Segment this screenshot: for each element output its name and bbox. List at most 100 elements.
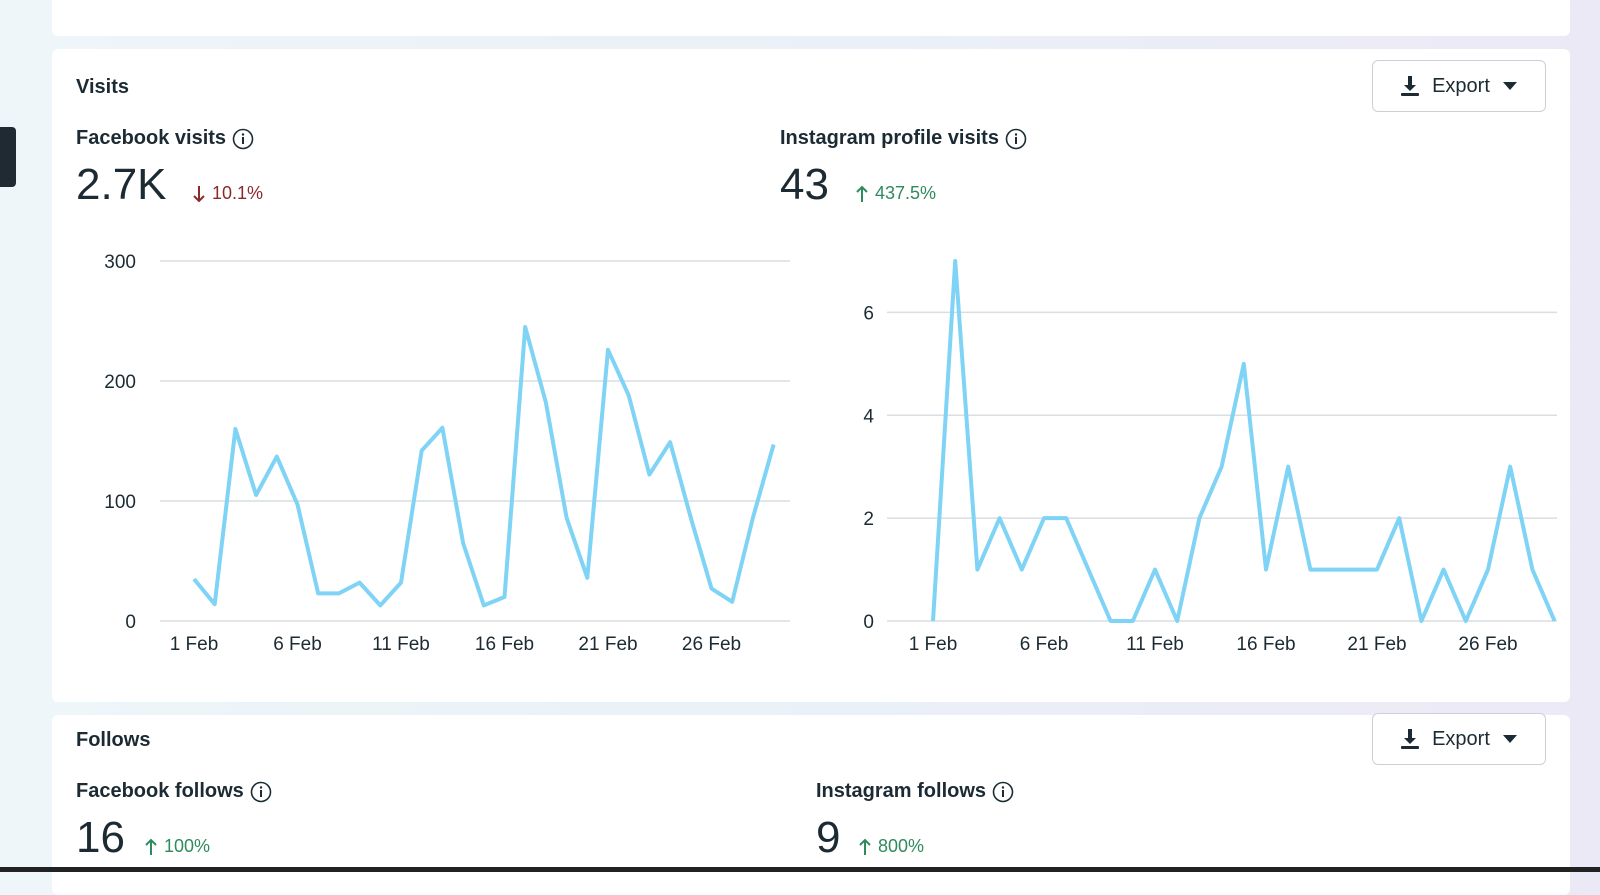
- data-point[interactable]: [312, 587, 324, 599]
- data-point[interactable]: [271, 451, 283, 463]
- x-tick-label: 16 Feb: [475, 634, 534, 655]
- data-point[interactable]: [1149, 564, 1161, 576]
- data-point[interactable]: [188, 573, 200, 585]
- data-point[interactable]: [1327, 564, 1339, 576]
- data-point[interactable]: [1438, 564, 1450, 576]
- data-point[interactable]: [1193, 512, 1205, 524]
- instagram-follows-delta: 800%: [858, 836, 924, 857]
- data-point[interactable]: [602, 344, 614, 356]
- data-point[interactable]: [354, 577, 366, 589]
- y-tick-label: 300: [104, 252, 136, 273]
- data-point[interactable]: [250, 489, 262, 501]
- data-point[interactable]: [1016, 564, 1028, 576]
- caret-down-icon: [1502, 82, 1517, 90]
- data-point[interactable]: [1260, 564, 1272, 576]
- data-point[interactable]: [1238, 358, 1250, 370]
- x-tick-label: 1 Feb: [909, 634, 958, 655]
- instagram-visits-chart: 0 2 4 6 1 Feb 6 Feb 11 Feb 16 Feb 21 Feb 26 Feb: [863, 255, 1561, 655]
- x-tick-label: 16 Feb: [1236, 634, 1295, 655]
- follows-card: Follows Export Facebook follows 16 100% …: [52, 713, 1570, 895]
- data-point[interactable]: [436, 422, 448, 434]
- data-point[interactable]: [1371, 564, 1383, 576]
- sidebar-collapse-tab[interactable]: [0, 127, 16, 187]
- visits-export-button[interactable]: Export: [1372, 60, 1546, 112]
- data-point[interactable]: [1127, 615, 1139, 627]
- data-point[interactable]: [747, 512, 759, 524]
- data-point[interactable]: [643, 469, 655, 481]
- instagram-follows-label-text: Instagram follows: [816, 780, 987, 802]
- data-point[interactable]: [726, 596, 738, 608]
- data-point[interactable]: [209, 598, 221, 610]
- follows-title: Follows: [76, 729, 151, 751]
- x-tick-label: 6 Feb: [273, 634, 322, 655]
- data-point[interactable]: [623, 389, 635, 401]
- data-point[interactable]: [457, 537, 469, 549]
- instagram-visits-label-text: Instagram profile visits: [780, 127, 999, 149]
- info-icon[interactable]: [250, 781, 272, 803]
- y-tick-label: 0: [863, 612, 874, 633]
- visits-title: Visits: [76, 76, 129, 98]
- info-icon[interactable]: [232, 128, 254, 150]
- x-tick-label: 21 Feb: [578, 634, 637, 655]
- data-point[interactable]: [1082, 564, 1094, 576]
- data-point[interactable]: [292, 499, 304, 511]
- data-point[interactable]: [478, 599, 490, 611]
- data-point[interactable]: [1304, 564, 1316, 576]
- data-point[interactable]: [1393, 512, 1405, 524]
- facebook-follows-label: Facebook follows: [76, 780, 272, 803]
- facebook-follows-value: 16: [76, 813, 125, 862]
- data-point[interactable]: [1060, 512, 1072, 524]
- data-point[interactable]: [1460, 615, 1472, 627]
- x-tick-label: 6 Feb: [1020, 634, 1069, 655]
- instagram-visits-delta: 437.5%: [855, 183, 936, 204]
- instagram-follows-delta-text: 800%: [878, 836, 925, 856]
- data-point[interactable]: [971, 564, 983, 576]
- info-icon[interactable]: [1005, 128, 1027, 150]
- data-point[interactable]: [229, 423, 241, 435]
- data-point[interactable]: [540, 397, 552, 409]
- data-point[interactable]: [1526, 564, 1538, 576]
- info-icon[interactable]: [992, 781, 1014, 803]
- data-point[interactable]: [416, 445, 428, 457]
- arrow-up-icon: [856, 185, 868, 202]
- data-point[interactable]: [706, 583, 718, 595]
- download-icon: [1401, 76, 1420, 96]
- data-point[interactable]: [561, 512, 573, 524]
- data-point[interactable]: [994, 512, 1006, 524]
- data-point[interactable]: [1171, 615, 1183, 627]
- data-point[interactable]: [1216, 461, 1228, 473]
- data-point[interactable]: [949, 255, 961, 267]
- data-point[interactable]: [1415, 615, 1427, 627]
- data-point[interactable]: [768, 439, 780, 451]
- data-point[interactable]: [395, 577, 407, 589]
- data-point[interactable]: [685, 512, 697, 524]
- x-tick-label: 21 Feb: [1347, 634, 1406, 655]
- data-point[interactable]: [664, 436, 676, 448]
- data-point[interactable]: [927, 615, 939, 627]
- data-point[interactable]: [1349, 564, 1361, 576]
- follows-export-label: Export: [1432, 727, 1490, 750]
- data-point[interactable]: [1504, 461, 1516, 473]
- data-point[interactable]: [333, 587, 345, 599]
- arrow-up-icon: [859, 838, 871, 855]
- data-point[interactable]: [1549, 615, 1561, 627]
- data-point[interactable]: [519, 321, 531, 333]
- data-point[interactable]: [374, 599, 386, 611]
- visits-export-label: Export: [1432, 74, 1490, 97]
- caret-down-icon: [1502, 735, 1517, 743]
- data-point[interactable]: [499, 591, 511, 603]
- follows-export-button[interactable]: Export: [1372, 713, 1546, 765]
- facebook-follows-delta: 100%: [144, 836, 210, 857]
- series-line: [931, 259, 1557, 623]
- instagram-visits-value: 43: [780, 160, 829, 209]
- data-point[interactable]: [1105, 615, 1117, 627]
- x-tick-label: 1 Feb: [170, 634, 219, 655]
- series-line: [192, 325, 776, 608]
- y-tick-label: 6: [863, 303, 874, 324]
- facebook-visits-delta-text: 10.1%: [212, 183, 264, 203]
- visits-card: Visits Export Facebook visits 2.7K 10.1%…: [52, 49, 1570, 702]
- data-point[interactable]: [1038, 512, 1050, 524]
- data-point[interactable]: [1282, 461, 1294, 473]
- data-point[interactable]: [1482, 564, 1494, 576]
- data-point[interactable]: [581, 572, 593, 584]
